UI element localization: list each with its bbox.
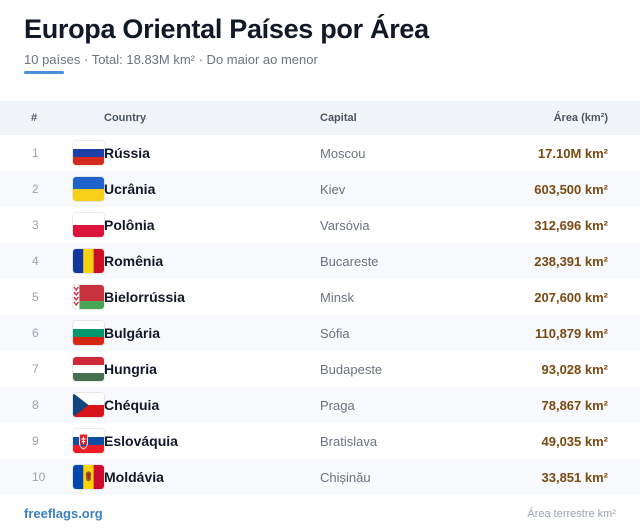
table-header-row: # Country Capital Área (km²): [0, 101, 640, 135]
table-row[interactable]: 10 Moldávia Chișinău 33,851 km²: [0, 459, 640, 495]
table-row[interactable]: 8 Chéquia Praga 78,867 km²: [0, 387, 640, 423]
row-area: 33,851 km²: [541, 469, 609, 485]
row-capital: Chișinău: [320, 469, 371, 485]
row-area: 17.10M km²: [537, 145, 608, 161]
row-rank: 7: [32, 362, 39, 376]
row-rank: 1: [32, 146, 39, 160]
row-capital: Varsóvia: [320, 217, 370, 233]
row-capital: Praga: [320, 397, 355, 413]
row-capital: Minsk: [320, 289, 354, 305]
row-country: Ucrânia: [104, 181, 156, 197]
row-capital: Moscou: [320, 145, 366, 161]
row-country: Chéquia: [104, 397, 160, 413]
row-capital: Budapeste: [320, 361, 383, 377]
row-area: 110,879 km²: [534, 325, 608, 341]
page-footer: freeflags.org Área terrestre km²: [24, 506, 616, 521]
row-capital: Sófia: [320, 325, 350, 341]
table-row[interactable]: 2 Ucrânia Kiev 603,500 km²: [0, 171, 640, 207]
bulgaria-flag-icon: [73, 321, 104, 345]
czechia-flag-icon: [73, 393, 104, 417]
hungary-flag-icon: [73, 357, 104, 381]
slovakia-flag-icon: [73, 429, 104, 453]
table-row[interactable]: 7 Hungria Budapeste 93,028 km²: [0, 351, 640, 387]
row-area: 49,035 km²: [541, 433, 609, 449]
page-title: Europa Oriental Países por Área: [24, 14, 429, 44]
title-accent-underline: [24, 71, 64, 74]
row-country: Polônia: [104, 217, 155, 233]
row-area: 207,600 km²: [534, 289, 608, 305]
page-subtitle: 10 países · Total: 18.83M km² · Do maior…: [24, 52, 318, 67]
column-header-rank[interactable]: #: [31, 112, 38, 124]
row-country: Hungria: [104, 361, 157, 377]
footer-brand-link[interactable]: freeflags.org: [24, 506, 103, 521]
countries-table: # Country Capital Área (km²) 1 Rússia Mo…: [0, 101, 640, 495]
row-country: Romênia: [104, 253, 164, 269]
table-row[interactable]: 6 Bulgária Sófia 110,879 km²: [0, 315, 640, 351]
row-rank: 3: [32, 218, 39, 232]
row-rank: 8: [32, 398, 39, 412]
row-rank: 2: [32, 182, 39, 196]
row-capital: Kiev: [320, 181, 346, 197]
row-area: 78,867 km²: [541, 397, 609, 413]
row-country: Eslováquia: [104, 433, 178, 449]
table-row[interactable]: 3 Polônia Varsóvia 312,696 km²: [0, 207, 640, 243]
row-country: Rússia: [104, 145, 150, 161]
footer-note: Área terrestre km²: [527, 507, 616, 520]
column-header-country[interactable]: Country: [104, 112, 147, 124]
table-row[interactable]: 1 Rússia Moscou 17.10M km²: [0, 135, 640, 171]
romania-flag-icon: [73, 249, 104, 273]
row-rank: 5: [32, 290, 39, 304]
row-rank: 6: [32, 326, 39, 340]
row-area: 93,028 km²: [541, 361, 609, 377]
row-area: 238,391 km²: [534, 253, 608, 269]
row-area: 312,696 km²: [534, 217, 608, 233]
moldova-flag-icon: [73, 465, 104, 489]
row-rank: 9: [32, 434, 39, 448]
row-area: 603,500 km²: [534, 181, 608, 197]
row-rank: 4: [32, 254, 39, 268]
row-country: Bulgária: [104, 325, 161, 341]
row-country: Moldávia: [104, 469, 164, 485]
row-country: Bielorrússia: [104, 289, 185, 305]
ukraine-flag-icon: [73, 177, 104, 201]
belarus-flag-icon: [73, 285, 104, 309]
row-capital: Bratislava: [320, 433, 378, 449]
table-row[interactable]: 4 Romênia Bucareste 238,391 km²: [0, 243, 640, 279]
row-capital: Bucareste: [320, 253, 379, 269]
page-header: Europa Oriental Países por Área 10 paíse…: [24, 12, 616, 68]
table-row[interactable]: 5 Bielorrússia Minsk 207,600 km²: [0, 279, 640, 315]
russia-flag-icon: [73, 141, 104, 165]
column-header-capital[interactable]: Capital: [320, 112, 357, 124]
table-row[interactable]: 9 Eslováquia Bratislava 49,035 km²: [0, 423, 640, 459]
poland-flag-icon: [73, 213, 104, 237]
row-rank: 10: [32, 470, 46, 484]
column-header-area[interactable]: Área (km²): [553, 112, 608, 124]
